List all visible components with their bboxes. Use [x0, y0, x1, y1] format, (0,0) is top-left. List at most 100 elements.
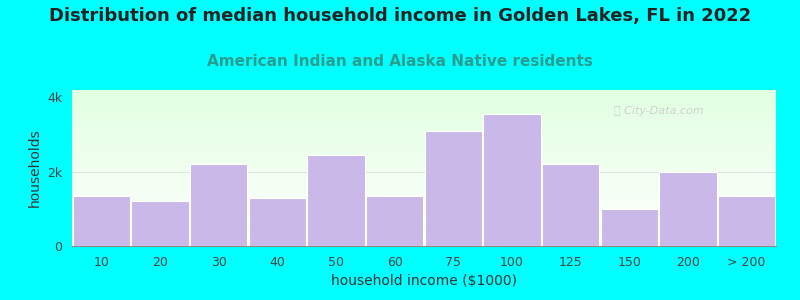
Bar	[72, 200, 776, 201]
Bar	[72, 109, 776, 110]
Bar	[72, 90, 776, 91]
Bar	[72, 120, 776, 121]
Bar	[72, 232, 776, 233]
Bar	[72, 206, 776, 207]
Bar	[72, 144, 776, 145]
Bar	[73, 196, 130, 246]
Bar	[72, 115, 776, 116]
Bar	[72, 104, 776, 105]
Bar	[72, 158, 776, 159]
Bar	[72, 93, 776, 94]
Bar	[72, 194, 776, 195]
Bar	[72, 167, 776, 168]
Bar	[72, 195, 776, 196]
Bar	[72, 131, 776, 132]
Bar	[72, 240, 776, 241]
Bar	[72, 245, 776, 246]
Bar	[72, 105, 776, 106]
Bar	[72, 202, 776, 203]
Bar	[72, 224, 776, 225]
Bar	[72, 230, 776, 231]
Bar	[72, 133, 776, 134]
Bar	[72, 95, 776, 96]
Bar	[72, 143, 776, 144]
Bar	[72, 221, 776, 222]
Bar	[131, 201, 189, 246]
Bar	[72, 231, 776, 232]
Bar	[72, 229, 776, 230]
Bar	[72, 139, 776, 140]
Bar	[72, 204, 776, 205]
Bar	[72, 102, 776, 103]
Bar	[72, 157, 776, 158]
Bar	[307, 155, 365, 246]
Bar	[483, 114, 541, 246]
Bar	[72, 222, 776, 223]
X-axis label: household income ($1000): household income ($1000)	[331, 274, 517, 288]
Bar	[72, 236, 776, 237]
Bar	[72, 126, 776, 127]
Bar	[72, 132, 776, 133]
Bar	[72, 150, 776, 151]
Bar	[72, 145, 776, 146]
Bar	[72, 184, 776, 185]
Bar	[72, 135, 776, 136]
Bar	[72, 101, 776, 102]
Bar	[72, 98, 776, 99]
Bar	[72, 129, 776, 130]
Bar	[72, 189, 776, 190]
Bar	[72, 155, 776, 156]
Text: ⓘ City-Data.com: ⓘ City-Data.com	[614, 106, 704, 116]
Bar	[190, 164, 247, 246]
Bar	[72, 119, 776, 120]
Bar	[72, 213, 776, 214]
Bar	[72, 152, 776, 153]
Bar	[72, 235, 776, 236]
Bar	[72, 169, 776, 170]
Bar	[72, 239, 776, 240]
Bar	[366, 196, 423, 246]
Bar	[72, 168, 776, 169]
Bar	[72, 175, 776, 176]
Bar	[72, 226, 776, 227]
Bar	[72, 178, 776, 179]
Bar	[72, 237, 776, 238]
Y-axis label: households: households	[27, 129, 42, 207]
Bar	[72, 238, 776, 239]
Bar	[72, 227, 776, 228]
Bar	[72, 154, 776, 155]
Bar	[72, 173, 776, 174]
Bar	[425, 131, 482, 246]
Bar	[72, 148, 776, 149]
Bar	[72, 153, 776, 154]
Bar	[72, 176, 776, 177]
Bar	[72, 136, 776, 137]
Bar	[72, 117, 776, 118]
Bar	[72, 244, 776, 245]
Bar	[72, 166, 776, 167]
Bar	[72, 165, 776, 166]
Bar	[72, 214, 776, 215]
Bar	[72, 137, 776, 138]
Bar	[72, 127, 776, 128]
Bar	[72, 114, 776, 115]
Bar	[72, 198, 776, 199]
Bar	[72, 100, 776, 101]
Bar	[72, 210, 776, 211]
Bar	[72, 223, 776, 224]
Bar	[72, 242, 776, 243]
Bar	[72, 191, 776, 192]
Bar	[72, 106, 776, 107]
Bar	[72, 243, 776, 244]
Bar	[72, 207, 776, 208]
Bar	[72, 92, 776, 93]
Bar	[72, 97, 776, 98]
Bar	[72, 164, 776, 165]
Bar	[72, 187, 776, 188]
Bar	[72, 140, 776, 141]
Bar	[72, 123, 776, 124]
Bar	[72, 163, 776, 164]
Bar	[72, 220, 776, 221]
Bar	[72, 234, 776, 235]
Bar	[249, 198, 306, 246]
